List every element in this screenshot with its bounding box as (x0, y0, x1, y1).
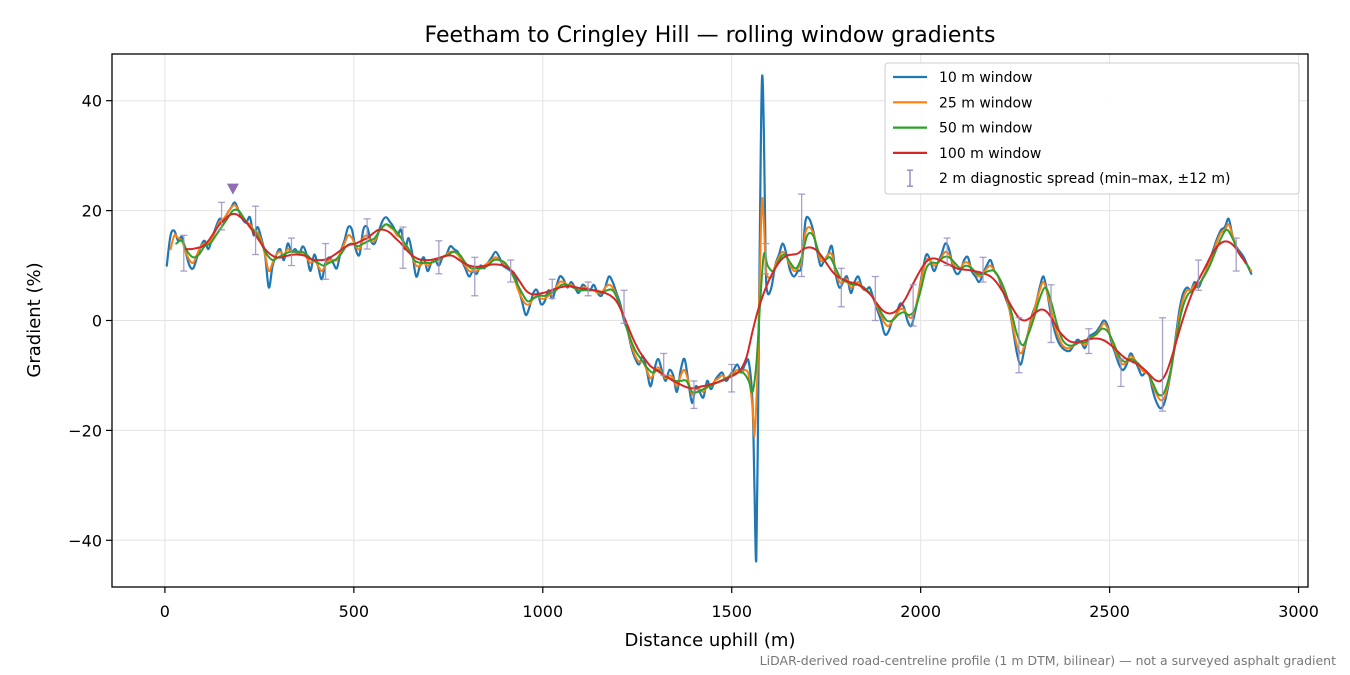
x-axis-label: Distance uphill (m) (625, 630, 796, 651)
x-tick-label: 0 (160, 602, 170, 621)
series-line-4 (184, 212, 1247, 390)
peak-marker (226, 183, 239, 195)
x-tick-label: 1000 (522, 602, 563, 621)
y-tick-label: 40 (82, 92, 102, 111)
diagnostic-spread-bar (1232, 237, 1240, 272)
chart-title: Feetham to Cringley Hill — rolling windo… (425, 23, 996, 48)
diagnostic-spread-bar (399, 226, 407, 269)
x-axis-ticks: 0 500 1000 1500 2000 2500 3000 (160, 587, 1319, 621)
diagnostic-spread-bar (620, 289, 628, 324)
x-tick-label: 1500 (711, 602, 752, 621)
diagnostic-spread-bar (218, 201, 226, 231)
diagnostic-spread-bar (322, 242, 330, 280)
diagnostic-spread-bar (979, 256, 987, 283)
diagnostic-spread-bar (871, 275, 879, 322)
diagnostic-spread-bar (1117, 358, 1125, 388)
diagnostic-spread-bar (690, 380, 698, 410)
diagnostic-spread-bar (1015, 317, 1023, 374)
diagnostic-spread-bar (1047, 284, 1055, 344)
diagnostic-spread-bar (762, 242, 770, 275)
legend-label-4: 100 m window (939, 146, 1041, 162)
legend-label-1: 10 m window (939, 70, 1032, 86)
x-tick-label: 3000 (1278, 602, 1319, 621)
y-axis-ticks: −40 −20 0 20 40 (68, 92, 112, 550)
diagnostic-spread-bar (909, 284, 917, 327)
footnote: LiDAR-derived road-centreline profile (1… (760, 653, 1336, 668)
series-line-2 (169, 196, 1253, 437)
diagnostic-spread-bar (287, 237, 295, 267)
series-line-3 (175, 208, 1251, 397)
diagnostic-spread-bar (548, 278, 556, 300)
diagnostic-spread-bar (507, 259, 515, 283)
x-tick-label: 2500 (1089, 602, 1130, 621)
diagnostic-spread-bar (584, 281, 592, 297)
y-tick-label: 20 (82, 202, 102, 221)
diagnostic-spread-bar (837, 267, 845, 308)
diagnostic-spread-bar (180, 234, 188, 272)
y-axis-label: Gradient (%) (24, 262, 45, 377)
legend-box (884, 62, 1300, 195)
diagnostic-spread-bar (660, 352, 668, 377)
x-tick-label: 500 (339, 602, 370, 621)
diagnostic-spread-bar (728, 363, 736, 393)
diagnostic-spread-bar (252, 205, 260, 256)
series-line-1 (165, 74, 1253, 563)
diagnostic-spread-bar (1194, 259, 1202, 291)
diagnostic-spread-bar (798, 193, 806, 278)
y-tick-label: −40 (68, 531, 102, 550)
x-tick-label: 2000 (900, 602, 941, 621)
legend-label-3: 50 m window (939, 121, 1032, 137)
diagnostic-spread-bar (471, 256, 479, 297)
diagnostic-spread-bar (943, 237, 951, 267)
legend: 10 m window 25 m window 50 m window 100 m w… (884, 62, 1300, 195)
series-layer (165, 74, 1253, 563)
diagnostic-spread-bar (1159, 317, 1167, 412)
legend-label-2: 25 m window (939, 95, 1032, 111)
legend-swatch-spread (907, 169, 913, 187)
y-tick-label: −20 (68, 421, 102, 440)
y-tick-label: 0 (92, 312, 102, 331)
legend-label-spread: 2 m diagnostic spread (min–max, ±12 m) (939, 171, 1230, 187)
diagnostic-spread-bar (1085, 328, 1093, 355)
diagnostic-spread-bar (363, 218, 371, 250)
diagnostic-spread-bar (435, 240, 443, 275)
